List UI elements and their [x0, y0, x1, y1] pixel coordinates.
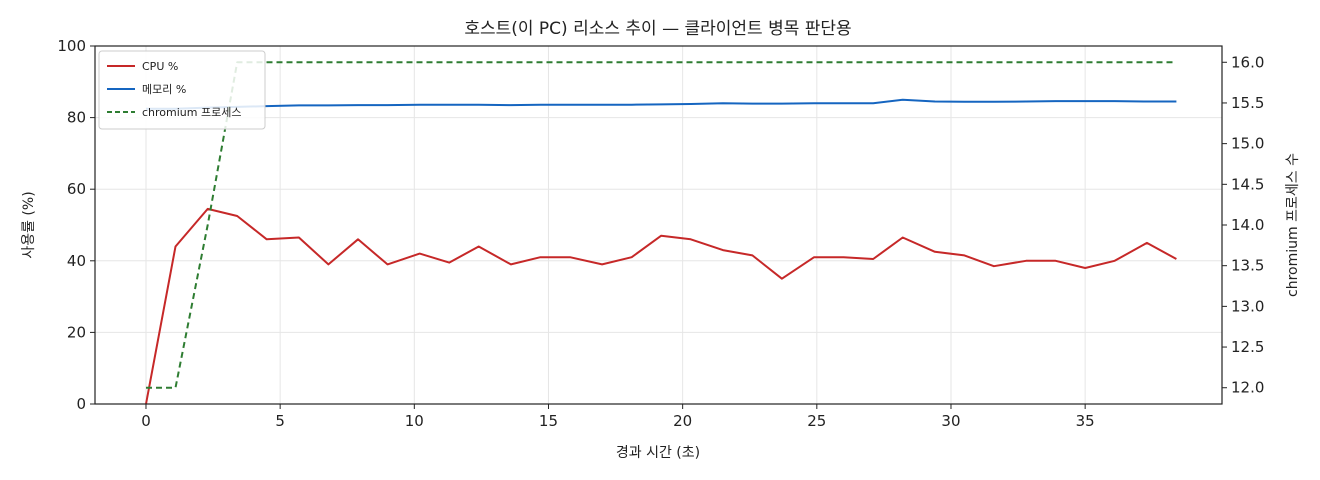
x-tick-label: 30 — [941, 412, 960, 430]
y-tick-label: 60 — [67, 180, 86, 198]
x-tick-label: 20 — [673, 412, 692, 430]
y-tick-label: 40 — [67, 252, 86, 270]
y2-tick-label: 12.0 — [1231, 379, 1264, 397]
legend-label-0: CPU % — [142, 60, 178, 73]
x-axis: 0 5 10 15 20 25 30 35 — [141, 404, 1095, 430]
x-tick-label: 35 — [1076, 412, 1095, 430]
x-axis-label: 경과 시간 (초) — [616, 445, 700, 461]
y2-tick-label: 13.5 — [1231, 257, 1264, 275]
chart-title: 호스트(이 PC) 리소스 추이 — 클라이언트 병목 판단용 — [464, 19, 851, 39]
y-tick-label: 80 — [67, 109, 86, 127]
series-line-2 — [146, 61, 1177, 389]
legend-label-1: 메모리 % — [142, 83, 186, 96]
series-layer — [145, 61, 1177, 405]
x-tick-label: 25 — [807, 412, 826, 430]
legend-box — [98, 50, 266, 130]
y-tick-label: 20 — [67, 323, 86, 341]
legend-label-2: chromium 프로세스 — [142, 106, 241, 119]
y-tick-label: 100 — [57, 37, 86, 55]
x-tick-label: 0 — [141, 412, 151, 430]
y-axis-right: 12.0 12.5 13.0 13.5 14.0 14.5 15.0 15.5 16.0 — [1222, 53, 1264, 397]
y2-tick-label: 13.0 — [1231, 297, 1264, 315]
x-tick-label: 10 — [405, 412, 424, 430]
legend: CPU % 메모리 % chromium 프로세스 — [98, 50, 266, 130]
series-line-1 — [146, 98, 1177, 110]
x-tick-label: 15 — [539, 412, 558, 430]
y-axis-label: 사용률 (%) — [21, 191, 37, 258]
y2-tick-label: 14.0 — [1231, 216, 1264, 234]
y2-tick-label: 15.0 — [1231, 135, 1264, 153]
y2-axis-label: chromium 프로세스 수 — [1285, 153, 1301, 297]
y-tick-label: 0 — [76, 395, 86, 413]
y2-tick-label: 14.5 — [1231, 175, 1264, 193]
series-line-0 — [145, 207, 1177, 405]
x-tick-label: 5 — [275, 412, 285, 430]
y2-tick-label: 16.0 — [1231, 53, 1264, 71]
y-axis-left: 0 20 40 60 80 100 — [57, 37, 95, 413]
y2-tick-label: 12.5 — [1231, 338, 1264, 356]
y2-tick-label: 15.5 — [1231, 94, 1264, 112]
